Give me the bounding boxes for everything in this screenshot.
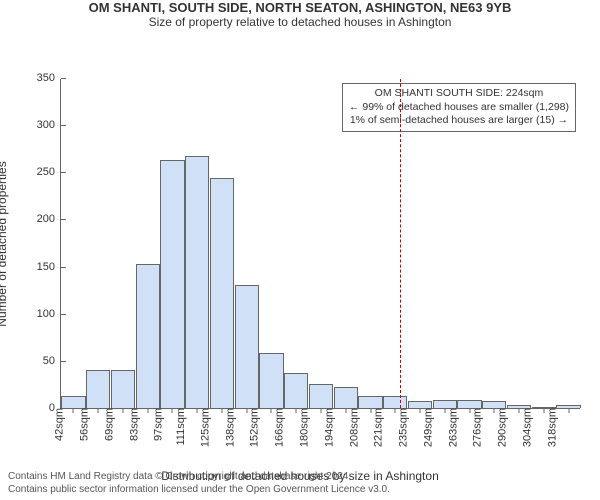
x-tick: 276sqm [466, 408, 484, 447]
x-tick: 194sqm [317, 408, 335, 447]
x-tick: 221sqm [367, 408, 385, 447]
y-tick: 50 [43, 355, 61, 367]
x-tick: 42sqm [48, 408, 66, 441]
x-tick: 263sqm [441, 408, 459, 447]
x-tick: 138sqm [218, 408, 236, 447]
attribution-footer: Contains HM Land Registry data © Crown c… [0, 470, 600, 496]
histogram-bar [185, 156, 209, 408]
callout-line-1: OM SHANTI SOUTH SIDE: 224sqm [349, 87, 569, 101]
histogram-bar [408, 401, 432, 408]
x-tick: 111sqm [169, 408, 187, 446]
x-tick: 69sqm [97, 408, 115, 441]
x-tick: 235sqm [391, 408, 409, 447]
y-tick: 350 [37, 72, 61, 84]
histogram-bar [433, 400, 457, 408]
x-tick: 83sqm [122, 408, 140, 441]
x-tick: 208sqm [342, 408, 360, 447]
histogram-bar [383, 396, 407, 408]
histogram-bar [482, 401, 506, 408]
x-tick: 180sqm [292, 408, 310, 447]
histogram-bar [86, 370, 110, 408]
x-tick: 304sqm [515, 408, 533, 447]
x-tick: 97sqm [147, 408, 165, 441]
marker-callout: OM SHANTI SOUTH SIDE: 224sqm ← 99% of de… [342, 83, 576, 132]
property-marker-line [400, 79, 401, 408]
histogram-bar [457, 400, 481, 408]
x-tick-mark [568, 408, 569, 413]
y-tick: 300 [37, 119, 61, 131]
chart-title: OM SHANTI, SOUTH SIDE, NORTH SEATON, ASH… [0, 0, 600, 15]
histogram-bar [309, 384, 333, 409]
x-tick: 152sqm [243, 408, 261, 447]
x-tick: 290sqm [491, 408, 509, 447]
x-tick: 318sqm [540, 408, 558, 447]
x-tick: 166sqm [268, 408, 286, 447]
histogram-bar [334, 387, 358, 408]
histogram-bar [259, 353, 283, 408]
histogram-bar [358, 396, 382, 408]
histogram-bar [111, 370, 135, 408]
y-tick: 200 [37, 213, 61, 225]
x-tick: 125sqm [193, 408, 211, 447]
callout-line-3: 1% of semi-detached houses are larger (1… [349, 114, 569, 128]
histogram-bar [160, 160, 184, 408]
footer-line-2: Contains public sector information licen… [8, 483, 592, 496]
x-tick: 56sqm [73, 408, 91, 441]
y-tick: 250 [37, 166, 61, 178]
y-axis-label: Number of detached properties [0, 79, 9, 409]
x-tick: 249sqm [416, 408, 434, 447]
y-tick: 150 [37, 261, 61, 273]
plot-region: OM SHANTI SOUTH SIDE: 224sqm ← 99% of de… [60, 79, 580, 409]
footer-line-1: Contains HM Land Registry data © Crown c… [8, 470, 592, 483]
callout-line-2: ← 99% of detached houses are smaller (1,… [349, 101, 569, 115]
chart-subtitle: Size of property relative to detached ho… [0, 15, 600, 29]
histogram-bar [284, 373, 308, 408]
histogram-bar [235, 285, 259, 409]
histogram-bar [136, 264, 160, 408]
y-tick: 100 [37, 308, 61, 320]
histogram-bar [61, 396, 85, 408]
histogram-bar [210, 178, 234, 408]
